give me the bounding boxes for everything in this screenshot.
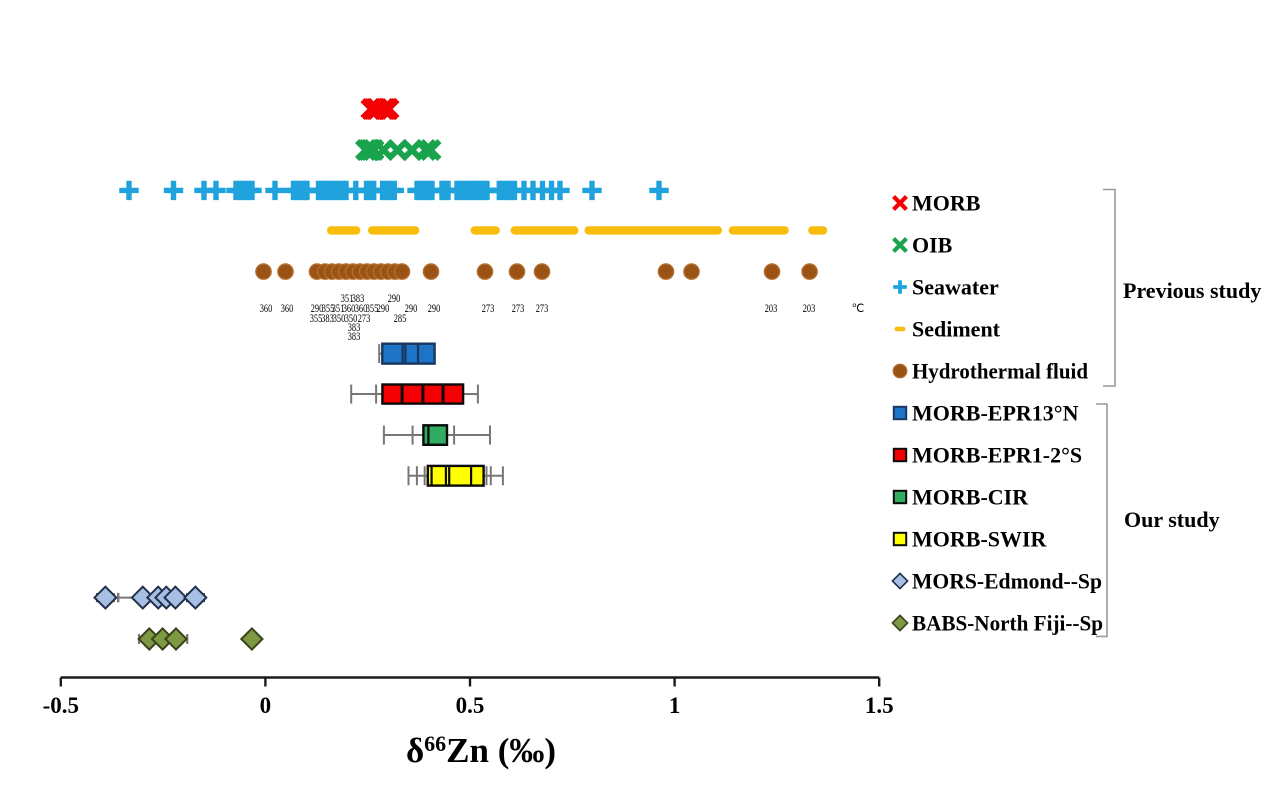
svg-text:290: 290 xyxy=(428,303,441,315)
svg-text:355: 355 xyxy=(322,303,335,315)
svg-text:MORB-EPR13°N: MORB-EPR13°N xyxy=(912,401,1079,426)
svg-text:290: 290 xyxy=(311,303,324,315)
svg-text:Our study: Our study xyxy=(1124,507,1220,532)
svg-text:351: 351 xyxy=(341,293,354,305)
svg-text:290: 290 xyxy=(377,303,390,315)
svg-text:290: 290 xyxy=(388,293,401,305)
svg-text:273: 273 xyxy=(512,303,525,315)
svg-text:383: 383 xyxy=(352,293,365,305)
svg-text:Previous study: Previous study xyxy=(1123,278,1261,303)
svg-text:MORB-EPR1-2°S: MORB-EPR1-2°S xyxy=(912,443,1082,468)
svg-text:1: 1 xyxy=(669,693,681,718)
svg-text:℃: ℃ xyxy=(852,303,865,315)
svg-text:383: 383 xyxy=(321,313,334,325)
svg-text:360: 360 xyxy=(281,303,294,315)
svg-text:360: 360 xyxy=(355,303,368,315)
svg-text:360: 360 xyxy=(260,303,273,315)
svg-text:MORB-CIR: MORB-CIR xyxy=(912,485,1029,510)
svg-text:Sediment: Sediment xyxy=(912,317,1001,342)
svg-text:BABS-North Fiji--Sp: BABS-North Fiji--Sp xyxy=(912,611,1103,636)
svg-text:-0.5: -0.5 xyxy=(43,693,79,718)
svg-text:OIB: OIB xyxy=(912,233,953,258)
svg-text:273: 273 xyxy=(358,313,371,325)
svg-text:MORB-SWIR: MORB-SWIR xyxy=(912,527,1048,552)
svg-text:351: 351 xyxy=(332,303,345,315)
svg-text:285: 285 xyxy=(394,313,407,325)
svg-text:355: 355 xyxy=(310,313,323,325)
svg-text:0: 0 xyxy=(260,693,272,718)
svg-text:203: 203 xyxy=(765,303,778,315)
svg-text:203: 203 xyxy=(803,303,816,315)
svg-text:273: 273 xyxy=(482,303,495,315)
svg-text:MORS-Edmond--Sp: MORS-Edmond--Sp xyxy=(912,569,1102,594)
svg-text:350: 350 xyxy=(345,313,358,325)
svg-text:355: 355 xyxy=(366,303,379,315)
svg-text:383: 383 xyxy=(348,322,361,334)
svg-text:1.5: 1.5 xyxy=(865,693,894,718)
svg-text:360: 360 xyxy=(343,303,356,315)
svg-text:Seawater: Seawater xyxy=(912,275,999,300)
svg-text:383: 383 xyxy=(348,331,361,343)
svg-text:350: 350 xyxy=(333,313,346,325)
svg-text:Hydrothermal fluid: Hydrothermal fluid xyxy=(912,359,1088,384)
svg-text:290: 290 xyxy=(405,303,418,315)
svg-text:273: 273 xyxy=(536,303,549,315)
svg-text:0.5: 0.5 xyxy=(456,693,485,718)
svg-text:MORB: MORB xyxy=(912,191,981,216)
